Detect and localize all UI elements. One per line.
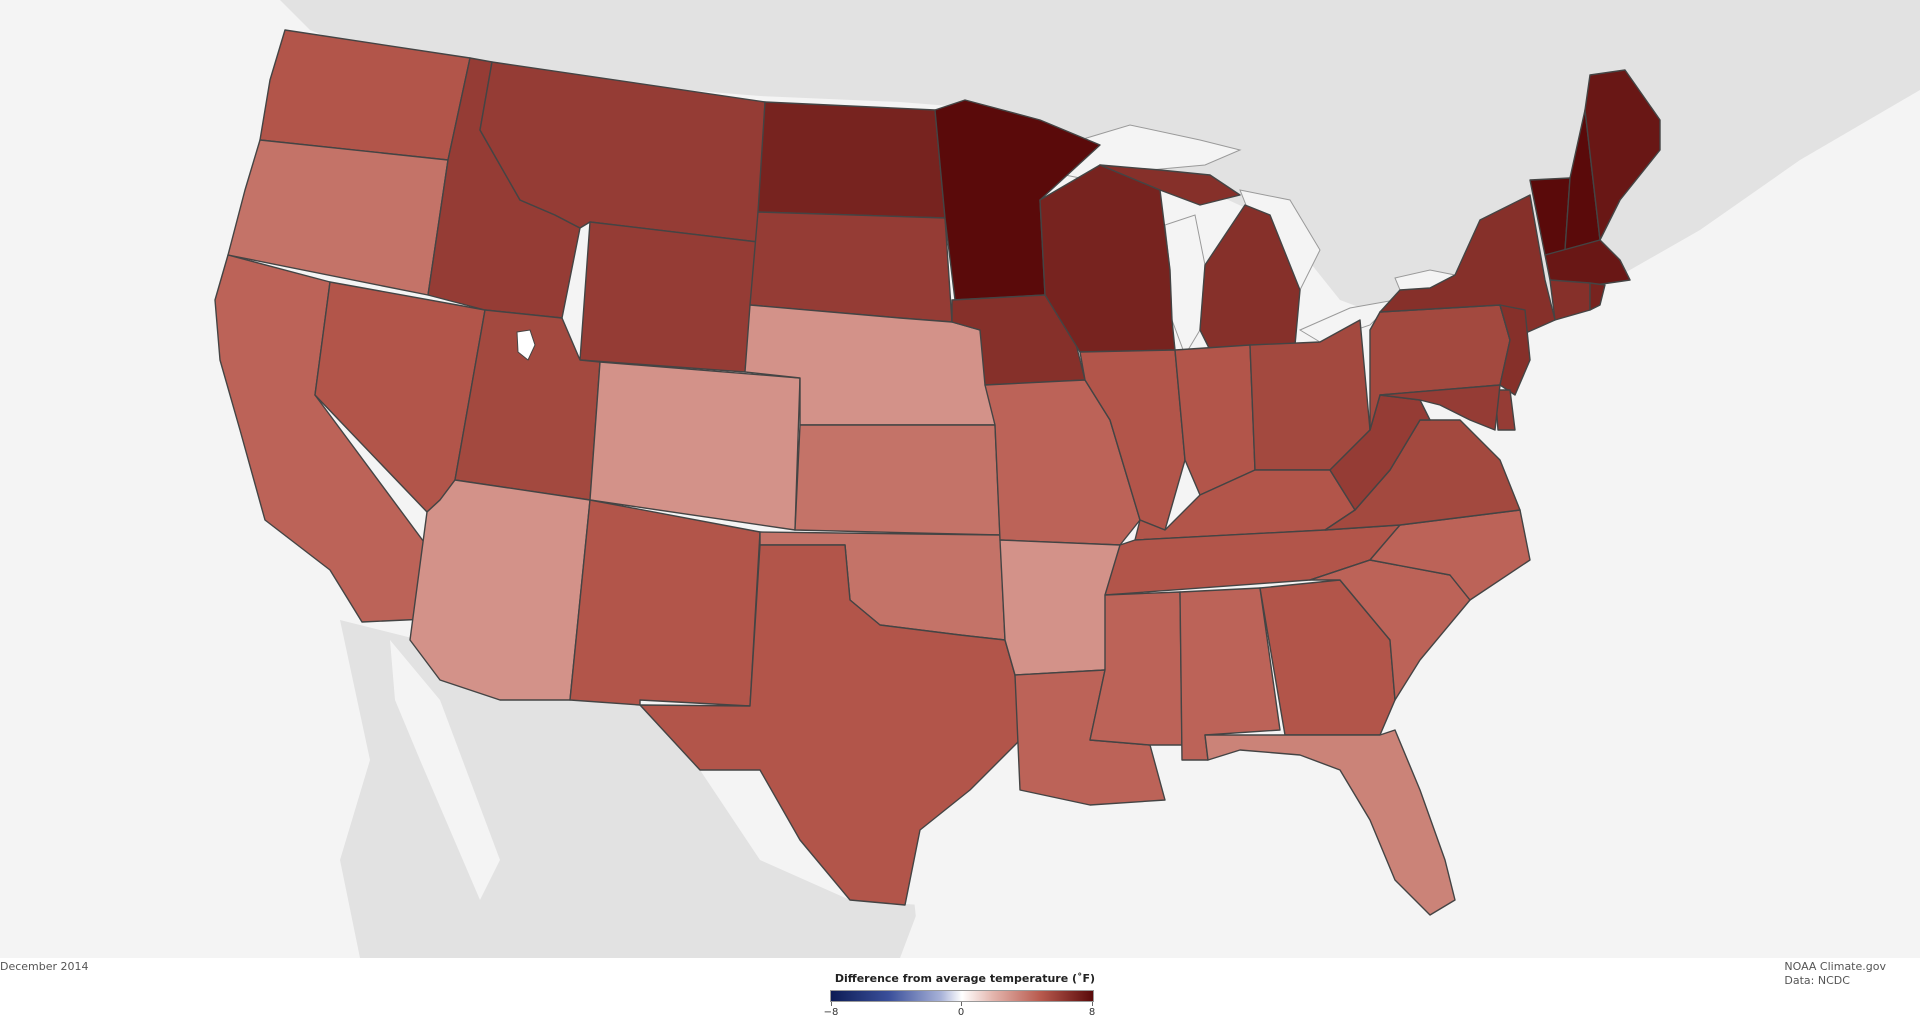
state-KS [794, 424, 1001, 536]
state-RI [1589, 282, 1606, 311]
state-CT [1549, 279, 1591, 321]
great-salt-lake [516, 329, 536, 361]
map-date-label: December 2014 [0, 960, 89, 973]
state-WY [579, 221, 759, 373]
footer: December 2014 Difference from average te… [0, 958, 1920, 1030]
state-OR [227, 139, 449, 296]
credit-data: Data: NCDC [1784, 974, 1850, 987]
legend-tick-max [1092, 1002, 1093, 1006]
legend-mid-label: 0 [957, 1007, 965, 1018]
state-ND [757, 101, 946, 219]
gulf-of-mexico [900, 760, 1380, 958]
color-legend: Difference from average temperature (˚F)… [820, 972, 1110, 1028]
state-AR [999, 539, 1121, 676]
state-NJ [1499, 304, 1531, 396]
map-panel [0, 0, 1920, 958]
state-TX [639, 544, 1021, 906]
state-ME [1584, 69, 1661, 241]
state-MI-UP [1099, 164, 1241, 206]
legend-max-label: 8 [1088, 1007, 1096, 1018]
state-MD [1379, 384, 1501, 431]
state-CO [589, 361, 801, 531]
canada-land [0, 0, 1920, 330]
us-temperature-anomaly-map [0, 0, 1920, 958]
state-SD [749, 211, 953, 323]
legend-tick-mid [961, 1002, 962, 1006]
state-IN [1174, 344, 1256, 496]
gulf-of-california [390, 640, 500, 900]
state-NC [1309, 509, 1531, 601]
legend-color-ramp [830, 990, 1094, 1002]
states-layer [214, 29, 1661, 916]
legend-tick-min [831, 1002, 832, 1006]
state-FL [1204, 729, 1456, 916]
legend-title: Difference from average temperature (˚F) [834, 972, 1096, 985]
legend-min-label: −8 [823, 1007, 839, 1018]
state-NM [569, 499, 761, 707]
credit-block: NOAA Climate.gov Data: NCDC [1784, 960, 1886, 988]
state-AZ [409, 479, 591, 701]
state-MI [1199, 204, 1301, 351]
credit-source: NOAA Climate.gov [1784, 960, 1886, 973]
